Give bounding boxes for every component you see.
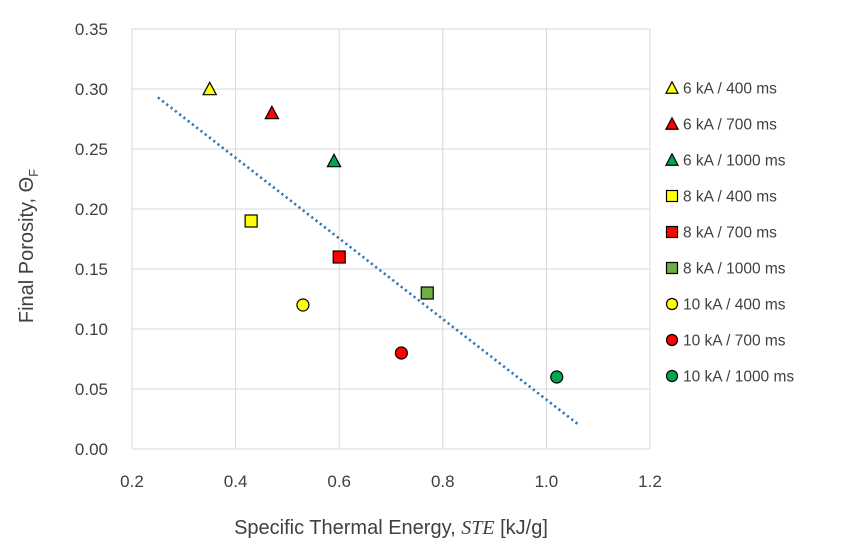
x-tick-label: 1.0 [535,472,559,491]
trendline [157,96,579,425]
data-point [264,105,280,120]
x-tick-label: 0.2 [120,472,144,491]
y-axis-title-symbol: Θ [16,177,38,193]
legend-label: 6 kA / 1000 ms [683,153,786,170]
trendline-group [157,96,579,425]
x-axis-title-symbol: STE [461,517,494,539]
legend-marker [665,333,679,347]
legend-label: 6 kA / 700 ms [683,117,777,134]
data-point [296,298,310,312]
legend-label: 6 kA / 400 ms [683,81,777,98]
x-tick-label: 0.4 [224,472,248,491]
legend-marker [665,297,679,311]
y-tick-label: 0.30 [75,80,108,99]
data-point [326,153,342,168]
data-points [202,81,564,384]
x-tick-label: 1.2 [638,472,662,491]
x-axis-title: Specific Thermal Energy, STE [kJ/g] [234,517,548,539]
data-point [394,346,408,360]
y-tick-label: 0.20 [75,200,108,219]
data-point [244,214,258,228]
legend-marker [665,261,679,275]
legend: 6 kA / 400 ms 6 kA / 700 ms 6 kA / 1000 ms… [664,80,794,386]
legend-marker [665,369,679,383]
legend-label: 10 kA / 1000 ms [683,369,794,386]
x-tick-label: 0.8 [431,472,455,491]
legend-label: 8 kA / 400 ms [683,189,777,206]
y-tick-label: 0.10 [75,320,108,339]
y-tick-label: 0.00 [75,440,108,459]
y-axis-title-prefix: Final Porosity, [16,192,38,323]
legend-label: 10 kA / 400 ms [683,297,786,314]
grid [131,28,651,450]
data-point [550,370,564,384]
legend-label: 8 kA / 700 ms [683,225,777,242]
y-tick-label: 0.05 [75,380,108,399]
y-axis-title: Final Porosity, ΘF [16,169,41,323]
x-axis-title-prefix: Specific Thermal Energy, [234,517,461,539]
legend-marker [665,225,679,239]
legend-label: 10 kA / 700 ms [683,333,786,350]
tick-labels: 0.2 0.4 0.6 0.8 1.0 1.2 0.00 0.05 0.10 0.15 0.20 0.… [75,20,662,491]
data-point [332,250,346,264]
y-axis-title-subscript: F [26,169,41,177]
data-point [420,286,434,300]
x-axis-title-unit: [kJ/g] [495,517,548,539]
x-tick-label: 0.6 [327,472,351,491]
legend-marker [664,152,680,166]
legend-label: 8 kA / 1000 ms [683,261,786,278]
legend-marker [665,189,679,203]
data-point [202,81,218,96]
y-tick-label: 0.15 [75,260,108,279]
y-tick-label: 0.25 [75,140,108,159]
legend-marker [664,80,680,94]
y-tick-label: 0.35 [75,20,108,39]
legend-marker [664,116,680,130]
